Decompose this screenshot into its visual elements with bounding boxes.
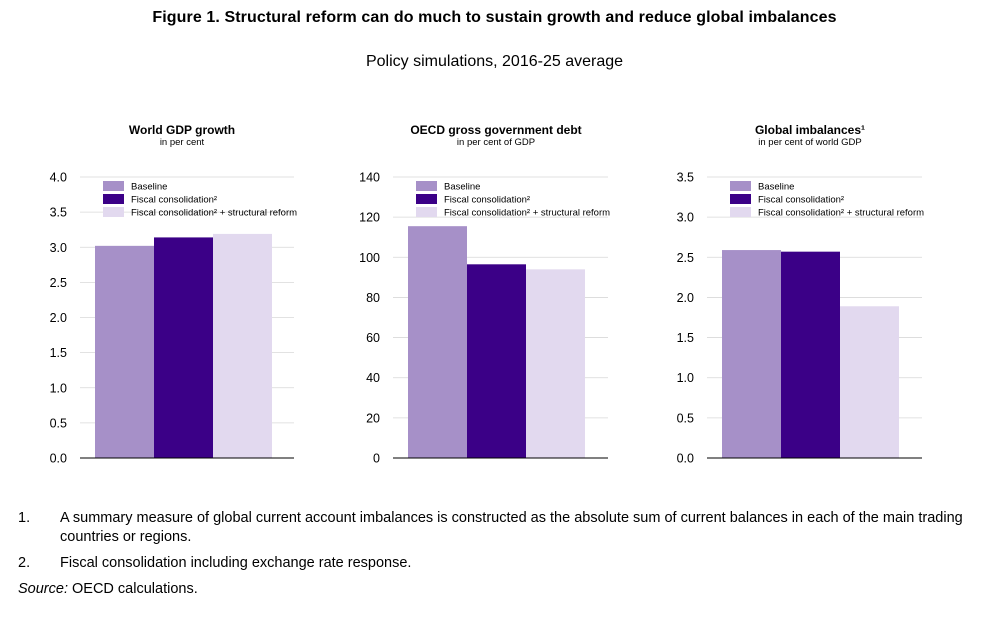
bar-baseline bbox=[408, 226, 467, 458]
y-tick-label: 0.0 bbox=[50, 452, 67, 466]
footnote-number: 2. bbox=[18, 555, 31, 571]
y-tick-label: 100 bbox=[359, 251, 380, 265]
y-tick-label: 2.0 bbox=[50, 311, 67, 325]
y-tick-label: 40 bbox=[366, 371, 380, 385]
y-tick-label: 3.5 bbox=[677, 171, 694, 185]
figure-subtitle: Policy simulations, 2016-25 average bbox=[365, 53, 624, 70]
y-tick-label: 1.0 bbox=[50, 381, 67, 395]
legend-label: Fiscal consolidation² + structural refor… bbox=[758, 208, 924, 219]
legend-swatch-baseline bbox=[730, 181, 751, 191]
legend-swatch-structural bbox=[416, 207, 437, 217]
bar-fiscal bbox=[467, 264, 526, 458]
legend-swatch-baseline bbox=[103, 181, 124, 191]
y-tick-label: 0.5 bbox=[50, 416, 67, 430]
y-tick-label: 140 bbox=[359, 171, 380, 185]
y-tick-label: 1.5 bbox=[50, 346, 67, 360]
footnote-number: 1. bbox=[18, 510, 31, 526]
y-tick-label: 2.0 bbox=[677, 291, 694, 305]
bar-structural bbox=[213, 233, 272, 458]
bar-fiscal bbox=[781, 251, 840, 458]
panel-title: OECD gross government debt bbox=[410, 123, 581, 137]
panel-subtitle: in per cent bbox=[160, 137, 205, 148]
legend-swatch-baseline bbox=[416, 181, 437, 191]
footnote-text: A summary measure of global current acco… bbox=[60, 510, 963, 545]
y-tick-label: 3.5 bbox=[50, 206, 67, 220]
y-tick-label: 3.0 bbox=[677, 211, 694, 225]
figure-title: Figure 1. Structural reform can do much … bbox=[152, 9, 837, 26]
y-tick-label: 20 bbox=[366, 411, 380, 425]
y-tick-label: 1.5 bbox=[677, 331, 694, 345]
source-text: OECD calculations. bbox=[67, 581, 198, 597]
panel-subtitle: in per cent of GDP bbox=[457, 137, 535, 148]
legend-label: Baseline bbox=[758, 182, 794, 193]
footnote-1: 1. A summary measure of global current a… bbox=[18, 509, 983, 547]
legend-swatch-structural bbox=[103, 207, 124, 217]
bar-baseline bbox=[722, 250, 781, 458]
footnote-2: 2. Fiscal consolidation including exchan… bbox=[18, 554, 983, 573]
y-tick-label: 0.0 bbox=[677, 452, 694, 466]
y-tick-label: 60 bbox=[366, 331, 380, 345]
legend-swatch-fiscal bbox=[416, 194, 437, 204]
legend-label: Fiscal consolidation² + structural refor… bbox=[131, 208, 297, 219]
y-tick-label: 80 bbox=[366, 291, 380, 305]
legend-label: Fiscal consolidation² bbox=[131, 195, 217, 206]
y-tick-label: 0 bbox=[373, 452, 380, 466]
bar-structural bbox=[526, 269, 585, 458]
source-line: Source: OECD calculations. bbox=[18, 580, 983, 599]
legend-swatch-fiscal bbox=[103, 194, 124, 204]
legend-label: Fiscal consolidation² bbox=[758, 195, 844, 206]
panel-subtitle: in per cent of world GDP bbox=[758, 137, 862, 148]
y-tick-label: 120 bbox=[359, 211, 380, 225]
bar-structural bbox=[840, 306, 899, 458]
legend-label: Baseline bbox=[131, 182, 167, 193]
y-tick-label: 1.0 bbox=[677, 371, 694, 385]
legend-label: Fiscal consolidation² bbox=[444, 195, 530, 206]
bar-fiscal bbox=[154, 237, 213, 458]
bar-baseline bbox=[95, 245, 154, 458]
y-tick-label: 0.5 bbox=[677, 411, 694, 425]
panel-title: World GDP growth bbox=[129, 123, 235, 137]
panel-title: Global imbalances¹ bbox=[755, 123, 865, 137]
y-tick-label: 4.0 bbox=[50, 171, 67, 185]
y-tick-label: 2.5 bbox=[677, 251, 694, 265]
legend-label: Baseline bbox=[444, 182, 480, 193]
footnote-text: Fiscal consolidation including exchange … bbox=[60, 555, 412, 571]
y-tick-label: 3.0 bbox=[50, 241, 67, 255]
footnotes: 1. A summary measure of global current a… bbox=[18, 509, 983, 599]
source-label: Source: bbox=[18, 581, 68, 597]
legend-swatch-structural bbox=[730, 207, 751, 217]
legend-label: Fiscal consolidation² + structural refor… bbox=[444, 208, 610, 219]
legend-swatch-fiscal bbox=[730, 194, 751, 204]
y-tick-label: 2.5 bbox=[50, 276, 67, 290]
